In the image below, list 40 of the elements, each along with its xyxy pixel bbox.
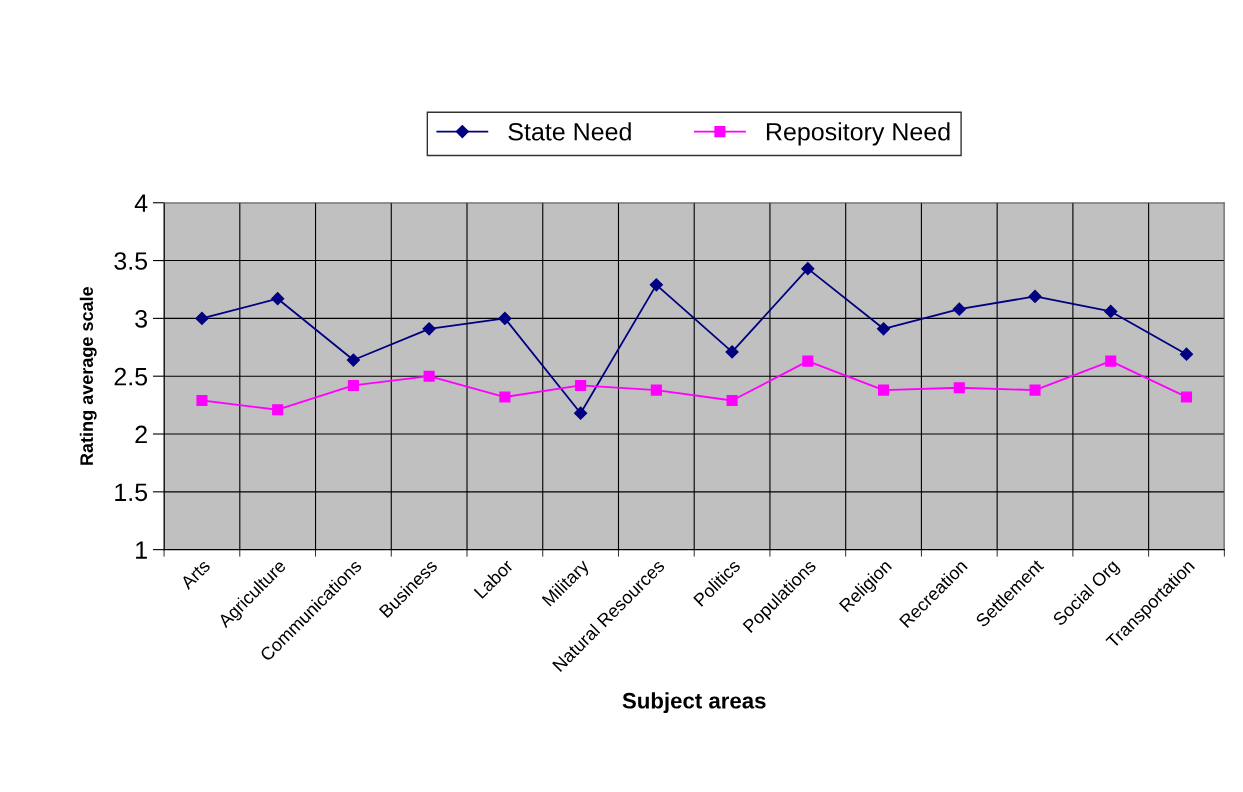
point: [1180, 391, 1193, 403]
point: [877, 384, 890, 396]
point: [195, 311, 209, 325]
point: [1029, 384, 1041, 396]
point: [802, 355, 814, 367]
legend-label: Repository Need: [766, 122, 950, 146]
point: [725, 345, 739, 359]
point: [575, 379, 587, 392]
point: [498, 311, 512, 325]
point: [1028, 289, 1042, 304]
x-tick-label: Arts: [179, 558, 211, 591]
legend-label: State Need: [508, 122, 631, 141]
y-axis-title: Rating average scale: [79, 286, 97, 465]
y-tick-label: 2.5: [114, 367, 148, 386]
point: [346, 353, 360, 367]
point: [876, 322, 891, 336]
point: [574, 406, 588, 420]
x-axis-title: Subject areas: [622, 692, 766, 713]
point: [1179, 347, 1194, 361]
point: [1104, 304, 1118, 319]
point: [726, 394, 738, 407]
point: [271, 292, 285, 306]
point: [953, 382, 965, 394]
y-tick-label: 2: [135, 425, 147, 444]
point: [499, 391, 511, 403]
y-tick-label: 1: [136, 541, 147, 559]
y-tick-label: 4: [134, 194, 148, 212]
point: [650, 384, 662, 396]
point: [196, 394, 208, 407]
point: [801, 262, 815, 276]
point: [422, 322, 436, 336]
point: [649, 278, 663, 292]
point: [347, 379, 359, 392]
y-tick-label: 3: [135, 309, 148, 328]
y-tick-label: 3.5: [114, 252, 148, 270]
point: [1105, 355, 1117, 367]
point: [423, 370, 435, 382]
y-tick-label: 1.5: [115, 483, 148, 502]
point: [272, 404, 284, 416]
point: [952, 302, 966, 316]
